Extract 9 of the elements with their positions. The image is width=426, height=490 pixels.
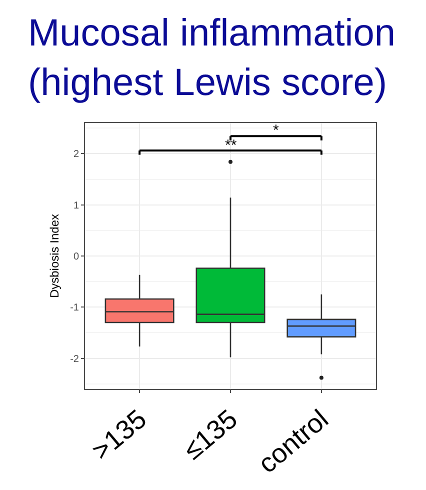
y-tick-label: -1 — [70, 302, 80, 314]
chart-title: Mucosal inflammation (highest Lewis score) — [28, 12, 396, 104]
y-tick-label: 0 — [73, 252, 80, 262]
annotation: ** — [225, 137, 237, 154]
y-axis-title: Dysbiosis Index — [47, 214, 62, 298]
y-tick-label: 1 — [73, 200, 80, 212]
y-tick-label: -2 — [70, 354, 80, 365]
y-tick-label: 2 — [73, 149, 80, 160]
annotation: * — [273, 122, 279, 139]
